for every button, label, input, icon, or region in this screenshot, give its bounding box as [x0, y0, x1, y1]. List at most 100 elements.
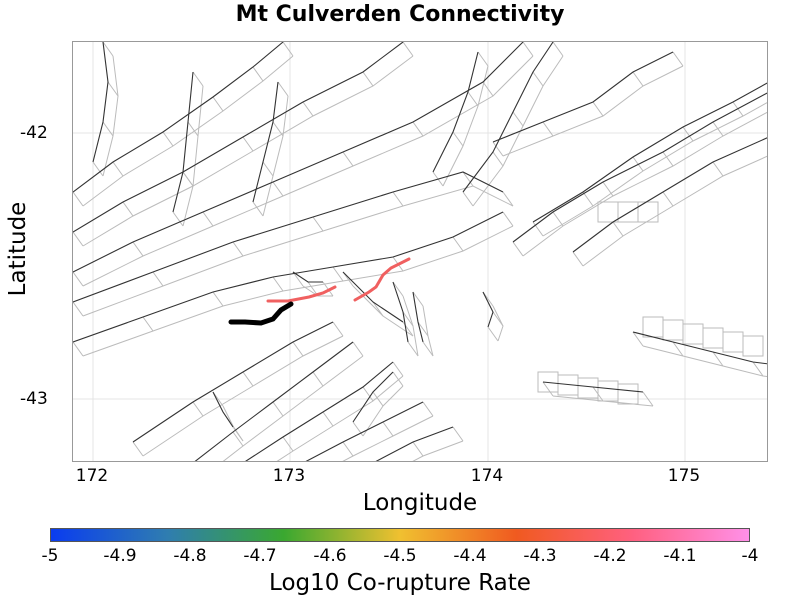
fault-surface-edge [232, 241, 244, 257]
fault-surface-edge [312, 371, 324, 387]
colorbar-tick-label: -4.4 [453, 546, 487, 566]
colorbar-tick-label: -4.8 [173, 546, 207, 566]
fault-trace [352, 371, 394, 423]
fault-surface-edge [672, 341, 684, 357]
co-rupture-fault-1[interactable] [266, 285, 337, 303]
fault-surface-edge [492, 141, 504, 157]
fault-surface-edge [492, 311, 504, 327]
fault-patch [597, 201, 619, 223]
fault-surface-edge [412, 291, 424, 307]
fault-surface-outline [222, 355, 364, 461]
fault-surface-edge [372, 301, 384, 317]
map-plot-area[interactable] [72, 41, 768, 462]
x-tick-label: 174 [470, 466, 504, 486]
fault-trace [375, 426, 454, 461]
fault-trace [572, 137, 767, 253]
fault-surface-edge [412, 121, 424, 137]
fault-surface-edge [532, 71, 544, 87]
fault-surface-edge [487, 326, 499, 342]
fault-surface-edge [352, 421, 364, 437]
fault-surface-edge [272, 276, 284, 292]
fault-surface-edge [73, 301, 84, 317]
colorbar [50, 528, 750, 542]
fault-surface-edge [392, 191, 404, 207]
fault-surface-edge [342, 441, 354, 457]
fault-surface-edge [582, 191, 594, 207]
x-tick-label: 172 [75, 466, 109, 486]
fault-surface-edge [212, 291, 224, 307]
fault-surface-outline [642, 345, 767, 378]
fault-patch [577, 377, 599, 399]
fault-surface-outline [522, 111, 767, 257]
co-rupture-fault-2[interactable] [353, 257, 411, 302]
fault-surface-outline [342, 415, 434, 461]
fault-surface-edge [402, 311, 414, 327]
fault-trace [482, 291, 494, 328]
fault-surface-edge [662, 151, 674, 167]
fault-surface-edge [73, 341, 84, 357]
x-tick-label: 175 [667, 466, 701, 486]
chart-title: Mt Culverden Connectivity [235, 2, 565, 27]
colorbar-tick-label: -4.3 [523, 546, 557, 566]
fault-surface-edge [752, 361, 764, 377]
fault-surface-edge [252, 66, 264, 82]
fault-surface-edge [342, 151, 354, 167]
fault-surface-edge [102, 42, 114, 57]
fault-patch [742, 335, 764, 357]
fault-surface-edge [422, 401, 434, 417]
fault-surface-edge [332, 266, 344, 282]
fault-surface-edge [552, 42, 564, 57]
fault-trace [73, 42, 524, 273]
fault-trace [392, 281, 409, 343]
fault-surface-outline [442, 65, 489, 187]
fault-surface-edge [452, 131, 464, 147]
fault-trace [245, 361, 394, 461]
fault-surface-edge [417, 321, 429, 337]
fault-surface-edge [202, 211, 214, 227]
fault-surface-edge [402, 42, 414, 57]
fault-surface-edge [352, 341, 364, 357]
fault-trace [172, 71, 194, 213]
fault-trace [194, 341, 354, 461]
fault-surface-edge [152, 271, 164, 287]
fault-surface-edge [362, 71, 374, 87]
fault-surface-edge [382, 421, 394, 437]
fault-trace [73, 42, 404, 233]
fault-surface-edge [452, 236, 464, 252]
fault-surface-edge [412, 441, 424, 457]
fault-trace [462, 42, 554, 193]
fault-surface-edge [502, 211, 514, 227]
fault-trace [252, 81, 279, 203]
fault-trace [432, 51, 479, 173]
fault-surface-edge [252, 201, 264, 217]
fault-surface-edge [362, 386, 374, 402]
fault-surface-edge [682, 126, 694, 142]
colorbar-tick-label: -4.5 [383, 546, 417, 566]
colorbar-tick-label: -4.7 [243, 546, 277, 566]
fault-surface-edge [492, 151, 504, 167]
fault-patch [642, 316, 664, 338]
source-fault-mt-culverden[interactable] [228, 301, 294, 326]
fault-surface-edge [277, 81, 289, 97]
fault-surface-edge [462, 191, 474, 207]
fault-trace [492, 51, 674, 143]
fault-surface-edge [272, 401, 284, 417]
fault-surface-edge [712, 161, 724, 177]
fault-surface-edge [462, 171, 474, 187]
fault-surface-edge [112, 161, 124, 177]
fault-surface-edge [232, 426, 244, 442]
fault-surface-edge [392, 361, 404, 377]
fault-surface-edge [272, 181, 284, 197]
fault-surface-edge [292, 271, 304, 287]
fault-surface-edge [92, 161, 104, 177]
fault-surface-edge [512, 111, 524, 127]
fault-surface-outline [182, 85, 204, 227]
colorbar-tick-label: -5 [41, 546, 59, 566]
colorbar-tick-label: -4 [741, 546, 759, 566]
fault-surface-edge [172, 211, 184, 227]
fault-surface-edge [73, 231, 84, 247]
fault-surface-edge [532, 221, 544, 237]
fault-surface-edge [572, 251, 584, 267]
fault-surface-edge [302, 101, 314, 117]
fault-trace [412, 291, 424, 343]
